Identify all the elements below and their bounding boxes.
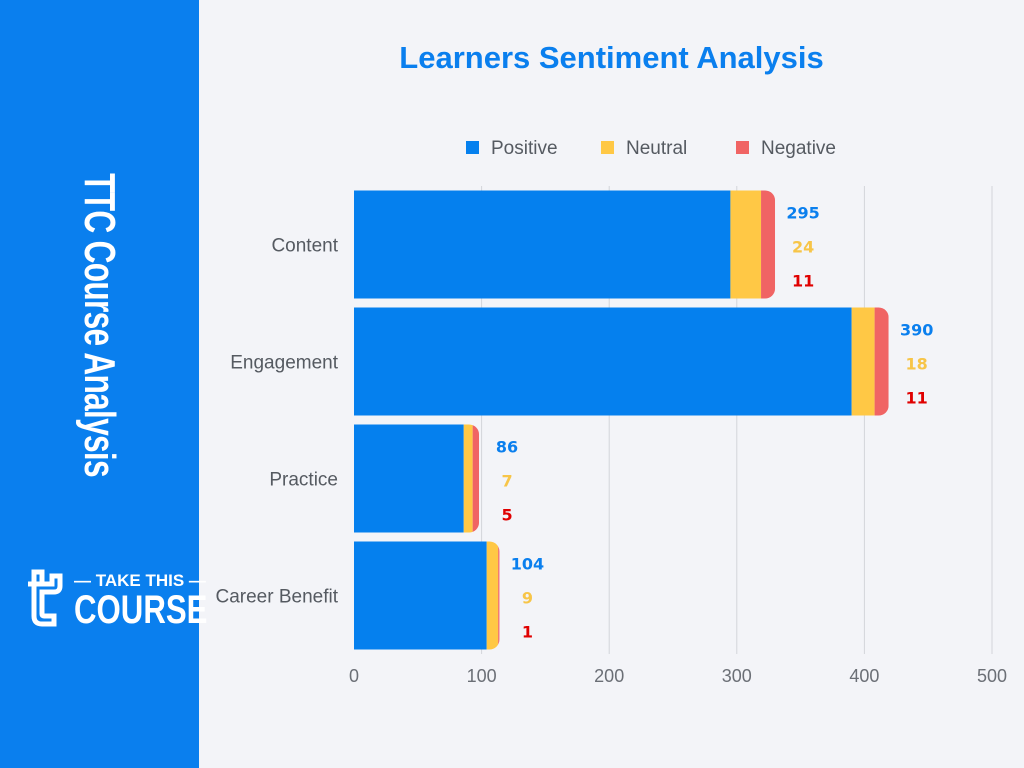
- bar-neutral: [730, 190, 762, 299]
- y-category-label: Engagement: [230, 353, 338, 374]
- legend-swatch-negative: [736, 141, 749, 154]
- data-label-positive: 104: [511, 555, 544, 574]
- data-label-negative: 11: [906, 389, 928, 408]
- bar-neutral: [463, 424, 473, 533]
- bar-negative: [498, 541, 500, 650]
- bar-neutral: [486, 541, 499, 650]
- bar-positive: [354, 307, 852, 416]
- logo-t-icon: [28, 569, 63, 627]
- data-label-negative: 1: [522, 623, 533, 642]
- y-category-label: Practice: [269, 470, 338, 491]
- legend-swatch-neutral: [601, 141, 614, 154]
- legend-label-neutral: Neutral: [626, 138, 687, 159]
- data-label-neutral: 9: [522, 589, 533, 608]
- data-label-positive: 390: [900, 321, 933, 340]
- x-tick-label: 200: [594, 666, 624, 686]
- data-label-positive: 86: [496, 438, 518, 457]
- bar-positive: [354, 424, 464, 533]
- bar-positive: [354, 190, 731, 299]
- data-label-neutral: 18: [906, 355, 928, 374]
- bar-negative: [761, 190, 776, 299]
- data-label-negative: 5: [501, 506, 512, 525]
- legend-label-positive: Positive: [491, 138, 558, 159]
- bar-neutral: [851, 307, 875, 416]
- x-tick-label: 0: [349, 666, 359, 686]
- bar-positive: [354, 541, 487, 650]
- sidebar: TTC Course Analysis — TAKE THIS — COURSE: [0, 0, 207, 768]
- legend-label-negative: Negative: [761, 138, 836, 159]
- x-tick-label: 400: [849, 666, 879, 686]
- take-this-course-logo: — TAKE THIS — COURSE: [24, 568, 207, 632]
- x-tick-label: 100: [467, 666, 497, 686]
- data-label-negative: 11: [792, 272, 814, 291]
- chart-title: Learners Sentiment Analysis: [399, 40, 824, 75]
- bar-negative: [472, 424, 480, 533]
- data-label-neutral: 7: [501, 472, 512, 491]
- bar-negative: [874, 307, 889, 416]
- y-category-label: Content: [271, 236, 338, 257]
- data-label-neutral: 24: [792, 238, 814, 257]
- data-label-positive: 295: [786, 204, 819, 223]
- x-tick-label: 300: [722, 666, 752, 686]
- legend-swatch-positive: [466, 141, 479, 154]
- y-category-label: Career Benefit: [215, 587, 338, 608]
- x-tick-label: 500: [977, 666, 1007, 686]
